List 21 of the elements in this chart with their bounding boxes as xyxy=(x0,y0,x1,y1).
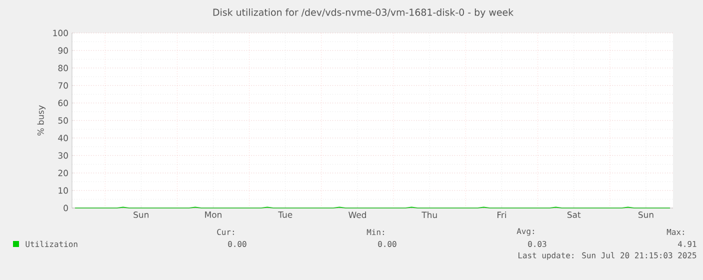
y-tick-label: 20 xyxy=(58,170,68,176)
x-tick-label: Wed xyxy=(348,212,366,218)
chart-title: Disk utilization for /dev/vds-nvme-03/vm-1681-disk-0 - by week xyxy=(213,8,514,18)
x-tick-label: Sat xyxy=(567,212,581,218)
y-tick-label: 80 xyxy=(58,64,68,72)
x-tick-label: Sun xyxy=(134,212,148,218)
y-tick-label: 50 xyxy=(58,117,68,124)
y-tick-label: 100 xyxy=(53,30,68,36)
x-tick-label: Mon xyxy=(205,212,222,218)
x-tick-label: Fri xyxy=(498,212,506,218)
x-tick-label: Thu xyxy=(422,212,437,218)
y-tick-label: 10 xyxy=(58,187,68,194)
y-tick-label: 0 xyxy=(64,204,68,212)
y-tick-label: 90 xyxy=(58,47,68,54)
y-axis-title: % busy xyxy=(37,105,46,136)
y-tick-label: 60 xyxy=(58,100,68,106)
x-tick-label: Tue xyxy=(278,212,292,218)
x-tick-label: Sun xyxy=(638,212,654,218)
y-tick-label: 70 xyxy=(58,82,68,89)
y-tick-label: 30 xyxy=(58,152,68,159)
y-tick-label: 40 xyxy=(58,134,68,142)
